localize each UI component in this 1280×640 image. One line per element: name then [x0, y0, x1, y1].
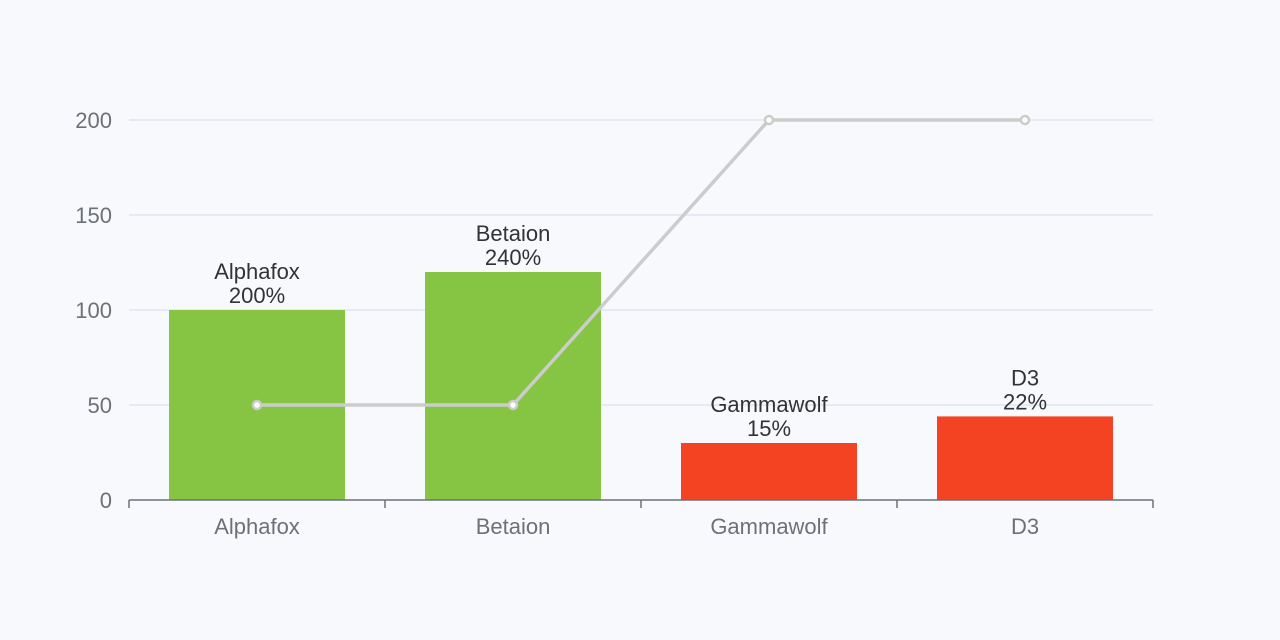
- y-tick-label: 100: [75, 298, 112, 323]
- y-tick-label: 50: [88, 393, 112, 418]
- y-axis: 0 50 100 150 200: [75, 108, 112, 513]
- x-tick-label: D3: [1011, 514, 1039, 539]
- y-tick-label: 200: [75, 108, 112, 133]
- bar-category-label: Betaion: [476, 221, 551, 246]
- bar[interactable]: [681, 443, 857, 500]
- bar-category-label: Alphafox: [214, 259, 300, 284]
- line-point[interactable]: [1019, 114, 1031, 126]
- line-path: [257, 118, 1025, 407]
- x-axis: [128, 499, 1154, 508]
- bar-value-label: 22%: [1003, 389, 1047, 414]
- line-point[interactable]: [507, 399, 519, 411]
- x-tick-label: Betaion: [476, 514, 551, 539]
- bar-series: [169, 272, 1113, 500]
- y-tick-label: 0: [100, 488, 112, 513]
- x-tick-label: Alphafox: [214, 514, 300, 539]
- bar-value-label: 15%: [747, 416, 791, 441]
- bar-value-label: 200%: [229, 283, 285, 308]
- line-point[interactable]: [251, 399, 263, 411]
- x-tick-label: Gammawolf: [710, 514, 828, 539]
- line-series: [251, 114, 1031, 411]
- bar-value-label: 240%: [485, 245, 541, 270]
- bar[interactable]: [937, 416, 1113, 500]
- x-tick-labels: Alphafox Betaion Gammawolf D3: [214, 514, 1039, 539]
- bar-category-label: Gammawolf: [710, 392, 828, 417]
- line-point[interactable]: [763, 114, 775, 126]
- y-tick-label: 150: [75, 203, 112, 228]
- bar[interactable]: [425, 272, 601, 500]
- bar-category-label: D3: [1011, 365, 1039, 390]
